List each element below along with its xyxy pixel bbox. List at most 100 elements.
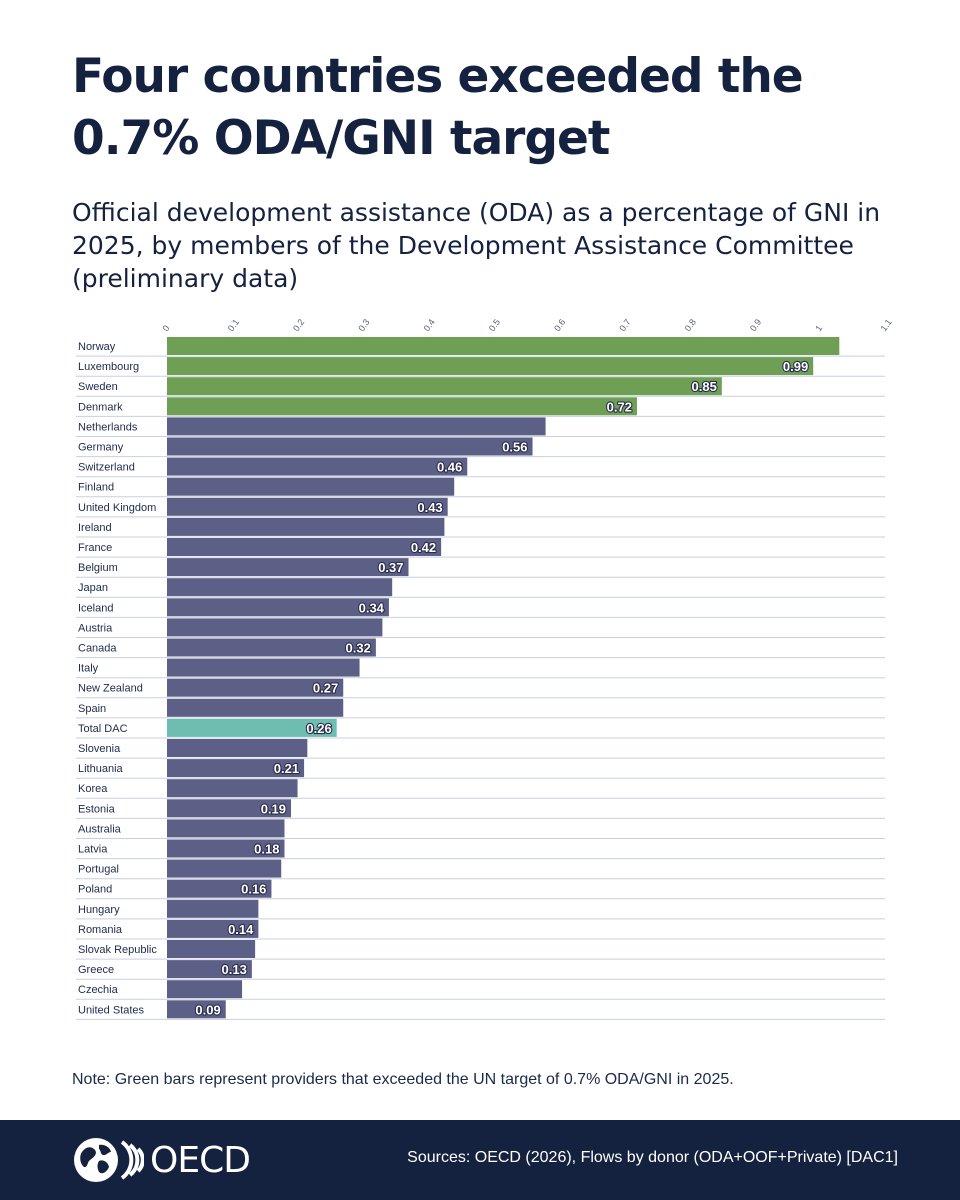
oecd-logo-text: OECD <box>150 1139 251 1181</box>
x-tick-label: 1.1 <box>878 317 893 333</box>
bar <box>167 457 468 476</box>
data-label: 0.46 <box>437 460 462 475</box>
bar <box>167 739 308 757</box>
x-tick-label: 0.1 <box>226 317 241 333</box>
chart-note: Note: Green bars represent providers tha… <box>72 1071 734 1088</box>
chart-title: Four countries exceeded the 0.7% ODA/GNI… <box>72 49 804 166</box>
category-label: Ireland <box>78 522 112 534</box>
bar <box>167 1000 226 1019</box>
category-label: Denmark <box>78 401 123 413</box>
bar <box>167 578 393 597</box>
bar <box>167 799 292 818</box>
bar <box>167 337 840 355</box>
x-tick-label: 0.6 <box>552 317 567 333</box>
x-tick-label: 0.3 <box>356 317 371 333</box>
category-label: Netherlands <box>78 421 138 433</box>
category-label: Canada <box>78 643 117 655</box>
globe-icon <box>74 1138 144 1182</box>
bar <box>167 960 252 979</box>
category-label: Finland <box>78 482 114 494</box>
bar <box>167 879 272 898</box>
data-label: 0.27 <box>313 681 338 696</box>
bar <box>167 417 546 436</box>
category-label: Czechia <box>78 984 119 996</box>
category-label: Austria <box>78 622 113 634</box>
data-label: 0.37 <box>378 560 403 575</box>
bar <box>167 759 305 778</box>
bar <box>167 397 637 416</box>
category-label: United Kingdom <box>78 502 156 514</box>
x-tick-label: 0.8 <box>683 317 698 333</box>
category-label: New Zealand <box>78 683 143 695</box>
category-label: Switzerland <box>78 462 135 474</box>
bar <box>167 658 360 677</box>
footer: OECD Sources: OECD (2026), Flows by dono… <box>0 1120 960 1200</box>
category-label: Latvia <box>78 844 108 856</box>
bar <box>167 940 256 958</box>
category-label: Australia <box>78 823 122 835</box>
data-label: 0.43 <box>417 500 442 515</box>
x-tick-label: 0.7 <box>617 317 632 333</box>
category-label: Estonia <box>78 803 116 815</box>
category-label: Romania <box>78 924 123 936</box>
category-label: Portugal <box>78 864 119 876</box>
category-label: Poland <box>78 884 112 896</box>
category-label: Total DAC <box>78 723 128 735</box>
category-label: United States <box>78 1004 145 1016</box>
x-tick-label: 1 <box>813 323 824 333</box>
category-label: Japan <box>78 582 108 594</box>
category-label: Sweden <box>78 381 118 393</box>
data-label: 0.14 <box>228 922 254 937</box>
category-label: Slovenia <box>78 743 121 755</box>
category-label: Belgium <box>78 562 118 574</box>
x-tick-label: 0 <box>160 323 171 333</box>
bar <box>167 538 442 556</box>
bar <box>167 477 455 496</box>
data-label: 0.99 <box>783 359 808 374</box>
category-label: Norway <box>78 341 116 353</box>
chart-subtitle: Official development assistance (ODA) as… <box>72 198 881 293</box>
bar <box>167 598 389 617</box>
category-label: Spain <box>78 703 106 715</box>
bar-chart: 0 0.1 0.2 0.3 0.4 0.5 0.6 0.7 0.8 0.9 1 1.1 Norway Lu… <box>76 317 894 1020</box>
category-label: France <box>78 542 112 554</box>
bar <box>167 377 722 396</box>
category-label: Italy <box>78 663 99 675</box>
bar <box>167 899 259 918</box>
category-label: Slovak Republic <box>78 944 157 956</box>
sources-text: Sources: OECD (2026), Flows by donor (OD… <box>407 1149 898 1166</box>
x-tick-label: 0.4 <box>422 317 437 333</box>
category-label: Iceland <box>78 602 113 614</box>
x-tick-label: 0.9 <box>748 317 763 333</box>
category-label: Germany <box>78 442 124 454</box>
category-label: Luxembourg <box>78 361 139 373</box>
bar <box>167 678 344 697</box>
oecd-logo[interactable]: OECD <box>72 1136 251 1184</box>
x-tick-label: 0.5 <box>487 317 502 333</box>
bar <box>167 819 285 838</box>
bar <box>167 919 259 938</box>
bar <box>167 839 285 858</box>
x-tick-label: 0.2 <box>291 317 306 333</box>
data-label: 0.21 <box>274 761 299 776</box>
bar <box>167 698 344 717</box>
data-label: 0.56 <box>502 440 527 455</box>
bar <box>167 558 409 577</box>
bar <box>167 357 814 376</box>
bar <box>167 980 243 999</box>
data-label: 0.42 <box>411 540 436 555</box>
data-label: 0.34 <box>359 600 385 615</box>
category-label: Greece <box>78 964 114 976</box>
data-label: 0.13 <box>222 962 247 977</box>
bar <box>167 779 298 798</box>
category-label: Korea <box>78 783 108 795</box>
data-label: 0.18 <box>254 842 279 857</box>
category-label: Hungary <box>78 904 120 916</box>
data-label: 0.72 <box>607 399 632 414</box>
bar <box>167 618 383 637</box>
category-label: Lithuania <box>78 763 124 775</box>
bar <box>167 437 533 456</box>
bar <box>167 517 445 536</box>
bar <box>167 638 376 657</box>
bar <box>167 859 282 878</box>
